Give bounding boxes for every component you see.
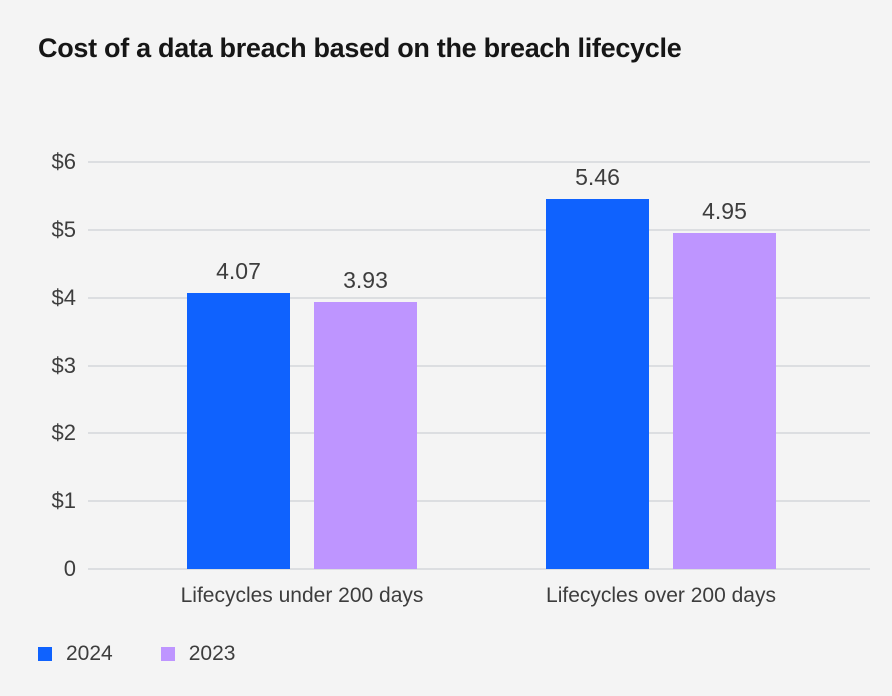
bar-2024-category-1 — [187, 292, 290, 569]
gridline-3 — [88, 364, 870, 367]
chart-title: Cost of a data breach based on the breac… — [38, 33, 682, 63]
bar-value-label-2024-category-2: 5.46 — [575, 163, 620, 190]
bar-value-label-2023-category-2: 4.95 — [702, 198, 747, 225]
bar-2023-category-2 — [673, 233, 776, 569]
bar-2024-category-2 — [546, 198, 649, 569]
x-axis-category-label: Lifecycles over 200 days — [546, 584, 776, 607]
gridline-2 — [88, 432, 870, 435]
y-axis-tick-label: $5 — [51, 216, 76, 242]
y-axis-tick-label: 0 — [63, 556, 76, 581]
gridline-0 — [88, 568, 870, 570]
legend-item-2023: 2023 — [160, 642, 236, 666]
y-axis-tick-label: $3 — [51, 352, 76, 378]
gridline-1 — [88, 500, 870, 503]
y-axis-tick-label: $2 — [51, 420, 76, 446]
gridline-5 — [88, 228, 870, 231]
gridline-6 — [88, 161, 870, 163]
legend-item-2024: 2024 — [38, 642, 113, 666]
bar-value-label-2023-category-1: 3.93 — [343, 267, 388, 294]
x-axis-category-label: Lifecycles under 200 days — [180, 584, 424, 607]
chart-legend: 2024 2023 — [38, 642, 235, 666]
y-axis-tick-label: $1 — [51, 488, 76, 514]
y-axis-tick-label: $6 — [51, 149, 76, 174]
gridline-4 — [88, 296, 870, 299]
bar-value-label-2024-category-1: 4.07 — [216, 257, 261, 284]
legend-label-2023: 2023 — [188, 642, 236, 665]
y-axis-tick-label: $4 — [51, 284, 76, 310]
legend-swatch-2024 — [38, 647, 52, 661]
legend-label-2024: 2024 — [66, 642, 113, 665]
legend-swatch-2023 — [160, 647, 175, 661]
bar-2023-category-1 — [314, 302, 417, 569]
